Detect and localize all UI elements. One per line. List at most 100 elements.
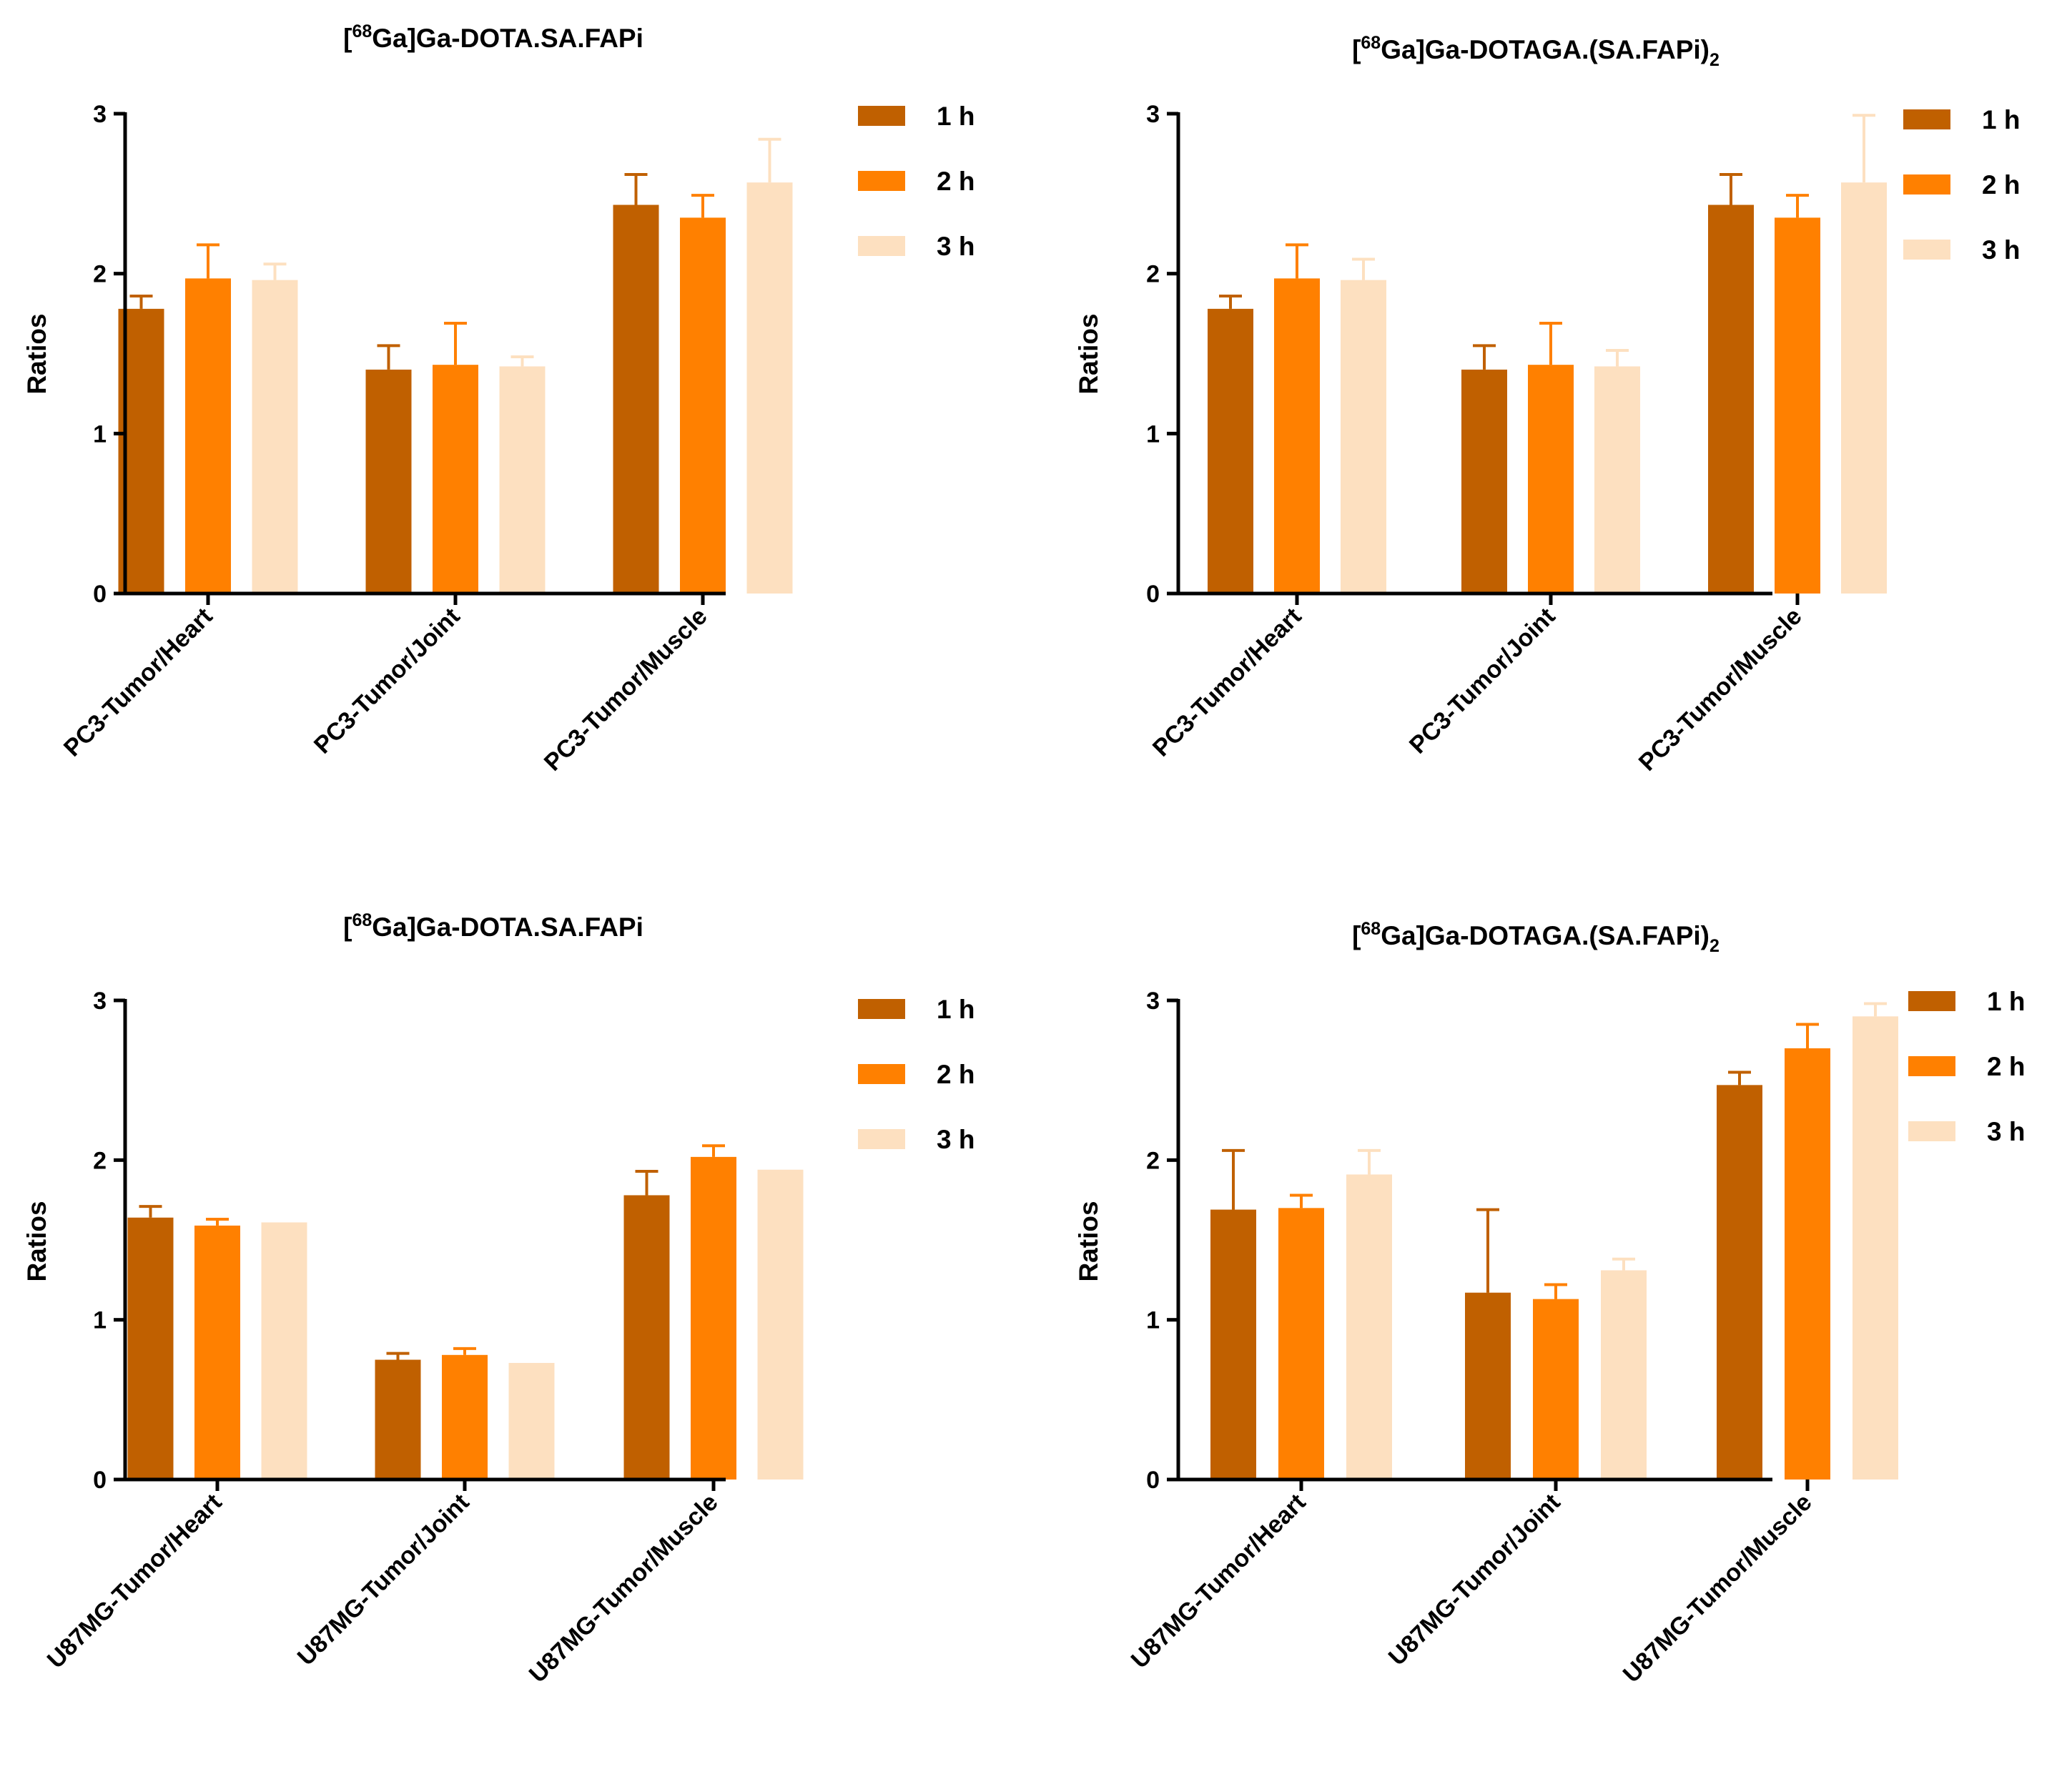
bar-1h-1 (1210, 1209, 1256, 1480)
y-tick-label: 0 (1146, 581, 1160, 608)
bar-2h-1 (1278, 1208, 1324, 1480)
bar-2h-3 (1775, 217, 1820, 594)
legend-swatch-1h (1903, 109, 1950, 129)
bar-1h-2 (1465, 1292, 1511, 1480)
chart-panel-4: [68Ga]Ga-DOTAGA.(SA.FAPi)2Ratios0123U87M… (1074, 919, 2025, 1688)
bar-2h-1 (185, 278, 231, 594)
bar-3h-3 (1841, 182, 1887, 594)
bar-1h-3 (1717, 1085, 1762, 1480)
legend-label-2h: 2 h (1987, 1052, 2025, 1081)
title-main: Ga]Ga-DOTAGA.(SA.FAPi) (1381, 921, 1710, 950)
y-tick-label: 2 (93, 1147, 107, 1174)
title-superscript: 68 (352, 910, 372, 930)
title-bracket: [ (343, 912, 352, 942)
legend-swatch-3h (1903, 240, 1950, 260)
bar-1h-1 (127, 1217, 174, 1480)
y-tick-label: 1 (1146, 420, 1160, 448)
bar-2h-2 (1533, 1299, 1579, 1480)
bar-2h-1 (1274, 278, 1320, 594)
x-tick-label: U87MG-Tumor/Joint (1383, 1489, 1566, 1671)
y-tick-label: 1 (1146, 1307, 1160, 1334)
bar-3h-3 (757, 1169, 804, 1480)
y-tick-label: 0 (93, 581, 107, 608)
legend-label-3h: 3 h (937, 232, 975, 261)
chart-title: [68Ga]Ga-DOTAGA.(SA.FAPi)2 (1352, 919, 1720, 956)
legend-label-1h: 1 h (1982, 105, 2020, 134)
title-subscript: 2 (1710, 50, 1720, 70)
y-tick-label: 2 (1146, 1147, 1160, 1174)
legend-swatch-2h (858, 171, 905, 191)
y-tick-label: 2 (93, 261, 107, 288)
y-tick-label: 3 (93, 988, 107, 1015)
bar-1h-3 (623, 1195, 670, 1480)
legend-swatch-3h (858, 1129, 905, 1149)
x-tick-label: PC3-Tumor/Muscle (1634, 603, 1807, 777)
bar-2h-3 (691, 1156, 736, 1480)
bar-2h-1 (194, 1225, 240, 1480)
x-tick-label: PC3-Tumor/Muscle (539, 603, 713, 777)
legend-swatch-2h (1903, 174, 1950, 195)
legend-swatch-3h (858, 236, 905, 256)
y-tick-label: 3 (1146, 101, 1160, 128)
y-axis-label: Ratios (1074, 1201, 1103, 1281)
y-tick-label: 1 (93, 420, 107, 448)
chart-title: [68Ga]Ga-DOTA.SA.FAPi (343, 910, 643, 942)
title-superscript: 68 (352, 21, 372, 41)
title-bracket: [ (1352, 35, 1361, 64)
bar-3h-1 (1346, 1174, 1392, 1480)
legend-label-3h: 3 h (1987, 1117, 2025, 1146)
x-tick-label: U87MG-Tumor/Heart (1126, 1489, 1311, 1674)
x-tick-label: U87MG-Tumor/Muscle (524, 1489, 724, 1688)
bar-1h-1 (1208, 308, 1253, 594)
legend-label-3h: 3 h (937, 1125, 975, 1154)
title-superscript: 68 (1361, 33, 1381, 53)
bar-1h-3 (613, 205, 659, 594)
bar-3h-1 (252, 280, 298, 594)
bar-2h-2 (442, 1354, 488, 1480)
y-axis-label: Ratios (22, 1201, 51, 1281)
y-axis-label: Ratios (22, 313, 51, 394)
y-axis-label: Ratios (1074, 313, 1103, 394)
chart-panel-2: [68Ga]Ga-DOTAGA.(SA.FAPi)2Ratios0123PC3-… (1074, 33, 2020, 777)
bar-1h-2 (375, 1359, 421, 1480)
title-bracket: [ (1352, 921, 1361, 950)
legend-label-2h: 2 h (1982, 170, 2020, 200)
y-tick-label: 1 (93, 1307, 107, 1334)
title-subscript: 2 (1710, 936, 1720, 956)
x-tick-label: U87MG-Tumor/Muscle (1618, 1489, 1817, 1688)
legend-swatch-2h (858, 1064, 905, 1084)
y-tick-label: 3 (93, 101, 107, 128)
title-superscript: 68 (1361, 919, 1381, 939)
bar-3h-2 (499, 366, 546, 594)
x-tick-label: PC3-Tumor/Joint (309, 603, 465, 759)
legend-swatch-1h (858, 106, 905, 126)
x-tick-label: U87MG-Tumor/Joint (292, 1489, 475, 1671)
bar-1h-3 (1708, 205, 1754, 594)
title-main: Ga]Ga-DOTAGA.(SA.FAPi) (1381, 35, 1710, 64)
bar-1h-2 (1461, 369, 1507, 594)
bar-3h-3 (1853, 1016, 1898, 1480)
bar-3h-2 (1601, 1270, 1647, 1480)
x-tick-label: U87MG-Tumor/Heart (42, 1489, 227, 1674)
chart-panel-1: [68Ga]Ga-DOTA.SA.FAPi Ratios 0 1 2 3 PC3-Tumor… (22, 21, 975, 777)
legend-swatch-1h (858, 999, 905, 1019)
x-tick-label: PC3-Tumor/Heart (1148, 603, 1307, 762)
bar-2h-3 (680, 217, 726, 594)
legend-label-2h: 2 h (937, 167, 975, 196)
bar-1h-2 (365, 369, 412, 594)
bar-3h-1 (261, 1222, 307, 1480)
legend-label-1h: 1 h (937, 995, 975, 1024)
title-main: Ga]Ga-DOTA.SA.FAPi (372, 912, 643, 942)
title-main: Ga]Ga-DOTA.SA.FAPi (372, 24, 643, 53)
legend-swatch-3h (1908, 1121, 1955, 1141)
bar-3h-3 (746, 182, 793, 594)
bar-2h-2 (1528, 365, 1574, 594)
bar-3h-2 (1594, 366, 1640, 594)
legend-label-1h: 1 h (937, 102, 975, 131)
x-tick-label: PC3-Tumor/Heart (59, 603, 218, 762)
legend-swatch-1h (1908, 991, 1955, 1011)
y-tick-label: 0 (93, 1467, 107, 1494)
title-bracket: [ (343, 24, 352, 53)
